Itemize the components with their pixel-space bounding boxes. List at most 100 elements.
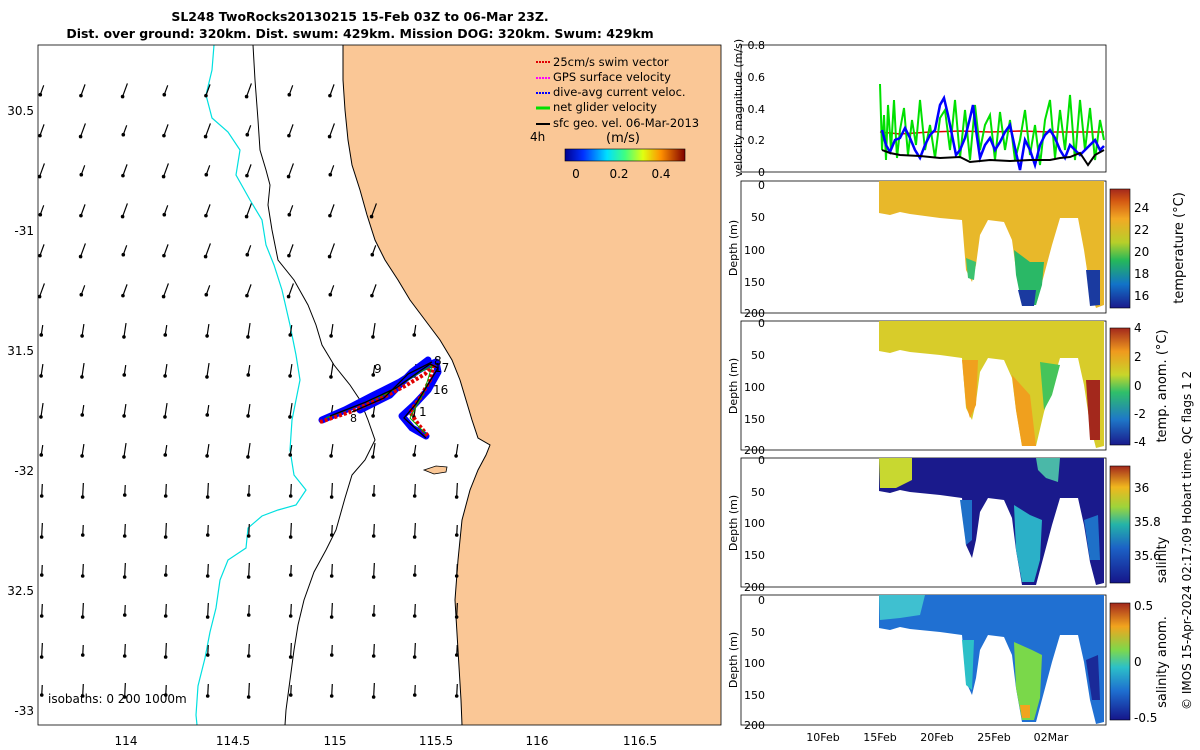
velocity-arrow-head xyxy=(163,494,168,498)
cb-tick: -0.5 xyxy=(1134,711,1157,725)
velocity-arrow-head xyxy=(163,614,168,618)
velocity-arrow xyxy=(206,443,210,457)
velocity-arrow-head xyxy=(205,694,210,698)
depth-ytick: 150 xyxy=(744,276,765,289)
velocity-arrow-head xyxy=(412,535,417,539)
velocity-arrow xyxy=(207,683,209,697)
depth-ytick: 100 xyxy=(744,244,765,257)
velocity-arrow xyxy=(329,84,335,96)
velocity-arrow xyxy=(80,84,86,96)
temperature-cold-core xyxy=(1018,290,1036,306)
velocity-arrow-head xyxy=(412,693,417,697)
vel-ytick: 0.6 xyxy=(748,71,766,84)
map-xtick: 115 xyxy=(324,734,347,748)
velocity-arrow xyxy=(124,643,126,657)
map-ytick: -32 xyxy=(14,464,34,478)
vel-ytick: 0.8 xyxy=(748,39,766,52)
map-y-ticks: 30.5 -31 31.5 -32 32.5 -33 xyxy=(7,104,34,718)
cb-tick: 20 xyxy=(1134,245,1149,259)
temp-anomaly-field xyxy=(879,321,1104,448)
velocity-arrow xyxy=(165,603,167,617)
velocity-arrow-head xyxy=(39,655,44,659)
velocity-arrow xyxy=(456,482,458,498)
velocity-arrow-head xyxy=(246,575,251,579)
velocity-arrow-head xyxy=(371,373,376,377)
velocity-arrow-head xyxy=(412,494,417,498)
velocity-arrow-head xyxy=(121,252,126,257)
velocity-arrow-head xyxy=(78,134,83,139)
velocity-arrow-head xyxy=(39,494,44,498)
cb-tick: 0 xyxy=(1134,379,1142,393)
depth-ytick: 0 xyxy=(758,594,765,607)
velocity-arrow xyxy=(122,83,128,97)
salinity-anomaly-neg xyxy=(1086,655,1100,700)
map-ytick: -33 xyxy=(14,704,34,718)
velocity-arrow-head xyxy=(162,212,167,217)
velocity-arrow-head xyxy=(39,333,44,337)
velocity-arrow-head xyxy=(371,534,376,538)
velocity-arrow-head xyxy=(122,335,126,339)
velocity-arrow-head xyxy=(204,292,209,297)
velocity-arrow xyxy=(123,322,127,338)
depth-ytick: 200 xyxy=(744,444,765,457)
depth-ytick: 150 xyxy=(744,689,765,702)
map-ytick: 32.5 xyxy=(7,584,34,598)
cb-tick: 0 xyxy=(1134,655,1142,669)
track-label-17: 17 xyxy=(434,361,449,375)
velocity-arrow xyxy=(371,284,377,296)
time-tick: 25Feb xyxy=(977,731,1010,744)
map-ytick: -31 xyxy=(14,224,34,238)
velocity-arrow-head xyxy=(245,252,250,257)
velocity-arrow-head xyxy=(205,375,209,379)
velocity-arrow-head xyxy=(246,695,251,699)
velocity-arrow-head xyxy=(246,493,251,497)
cb-tick: -4 xyxy=(1134,435,1146,449)
velocity-arrow xyxy=(288,124,294,136)
velocity-arrow-head xyxy=(162,133,166,138)
map-xtick: 114.5 xyxy=(216,734,250,748)
velocity-arrow-head xyxy=(39,453,44,457)
temp-anomaly-warm xyxy=(1012,375,1036,446)
velocity-arrow-head xyxy=(328,93,332,98)
velocity-arrow xyxy=(331,563,333,577)
velocity-arrow xyxy=(163,124,169,136)
velocity-arrow-head xyxy=(328,213,332,218)
velocity-arrow-head xyxy=(163,374,167,378)
velocity-arrow xyxy=(331,602,333,618)
temp-anomaly-colorbar xyxy=(1109,327,1131,446)
velocity-arrow xyxy=(372,442,376,458)
salinity-mid xyxy=(1084,515,1100,560)
velocity-arrow xyxy=(39,244,45,256)
velocity-arrow-head xyxy=(122,695,127,699)
velocity-arrow xyxy=(81,362,85,378)
velocity-arrow-head xyxy=(288,494,293,498)
velocity-arrow xyxy=(165,642,167,658)
velocity-arrow-head xyxy=(286,174,291,179)
velocity-arrow-head xyxy=(122,534,127,538)
velocity-arrow-head xyxy=(246,455,250,459)
depth-ytick: 200 xyxy=(744,719,765,732)
temperature-panel: Depth (m) 0 50 100 150 200 24 22 20 18 1… xyxy=(727,179,1187,320)
velocity-arrow xyxy=(82,683,84,697)
isobaths-label: isobaths: 0 200 1000m xyxy=(48,692,187,706)
temperature-field xyxy=(879,181,1104,308)
velocity-arrow-head xyxy=(80,653,85,657)
velocity-arrow-head xyxy=(329,653,334,657)
velocity-arrow-head xyxy=(205,495,210,499)
depth-ytick: 0 xyxy=(758,454,765,467)
salinity-anomaly-cblabel: salinity anom. xyxy=(1155,616,1170,708)
depth-ytick: 150 xyxy=(744,549,765,562)
velocity-arrow-head xyxy=(371,414,375,418)
velocity-arrow-head xyxy=(122,493,127,497)
velocity-arrow-head xyxy=(122,575,127,579)
velocity-arrow xyxy=(39,163,45,177)
depth-ytick: 50 xyxy=(751,626,765,639)
velocity-arrow-head xyxy=(454,653,459,657)
velocity-arrow xyxy=(371,203,377,217)
velocity-arrow-head xyxy=(329,533,334,537)
velocity-arrow-head xyxy=(246,534,251,538)
velocity-arrow xyxy=(124,562,126,578)
velocity-arrow xyxy=(331,482,333,498)
velocity-arrow xyxy=(80,204,86,216)
